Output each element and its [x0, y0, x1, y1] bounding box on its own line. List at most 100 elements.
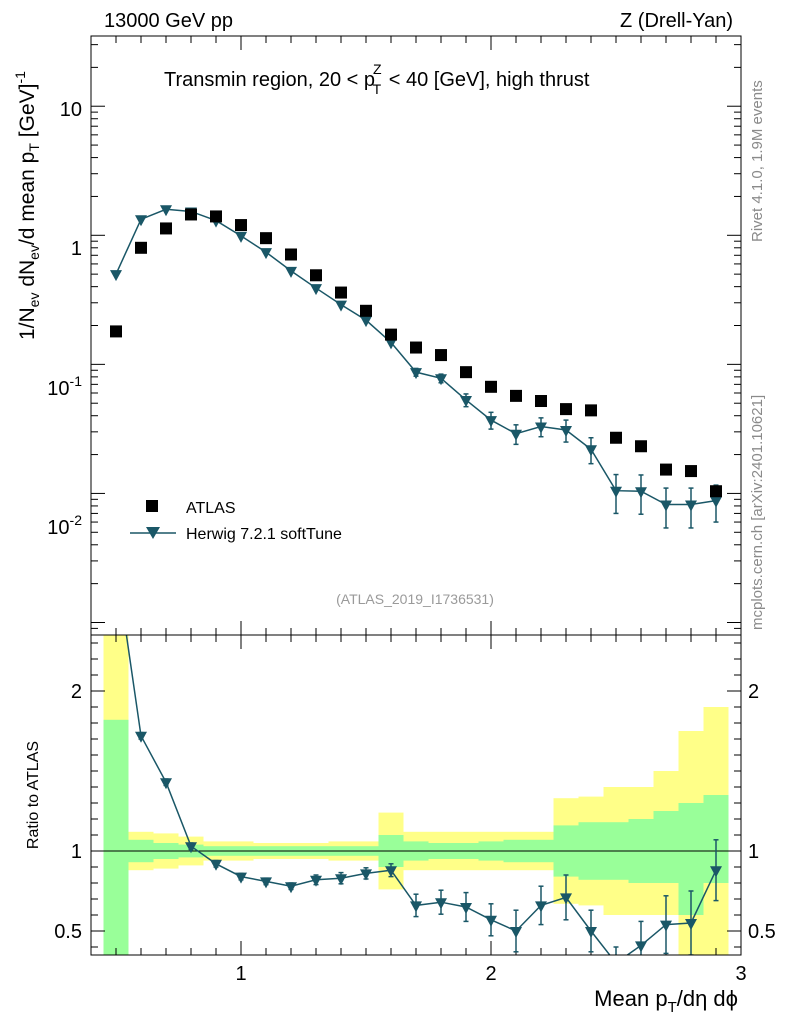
herwig-point	[460, 395, 472, 407]
ratio-herwig-point	[585, 927, 597, 938]
ratio-ytick-label-left: 1	[71, 841, 82, 863]
main-frame	[90, 35, 742, 636]
ratio-herwig-point	[610, 959, 622, 970]
herwig-point	[410, 368, 422, 380]
ratio-herwig-point	[135, 731, 147, 743]
ratio-herwig-point	[410, 901, 422, 913]
herwig-point	[110, 270, 122, 282]
herwig-point	[510, 429, 522, 441]
atlas-point	[360, 304, 372, 317]
ratio-herwig-point	[510, 927, 522, 938]
herwig-point	[310, 284, 322, 296]
ratio-ytick-label-left: 2	[71, 681, 82, 703]
atlas-point	[185, 208, 197, 221]
legend-herwig-label: Herwig 7.2.1 softTune	[186, 526, 342, 543]
ratio-herwig-point	[560, 893, 572, 905]
herwig-point	[710, 496, 722, 508]
atlas-point	[560, 403, 572, 416]
atlas-point	[410, 341, 422, 354]
herwig-point	[235, 231, 247, 243]
ytick-label-0.1: 10-1	[47, 373, 82, 400]
ratio-herwig-point	[710, 866, 722, 878]
atlas-point	[510, 389, 522, 402]
ratio-ytick-label-right: 0.5	[748, 921, 776, 943]
ratio-herwig-point	[685, 919, 697, 930]
ratio-herwig-point	[260, 877, 272, 889]
green-band	[103, 719, 129, 955]
ratio-y-axis-label: Ratio to ATLAS	[25, 741, 42, 849]
legend: ATLAS Herwig 7.2.1 softTune	[130, 500, 342, 543]
ratio-herwig-point	[635, 941, 647, 953]
atlas-point	[235, 219, 247, 232]
mcplots-label: mcplots.cern.ch [arXiv:2401.10621]	[749, 395, 766, 630]
atlas-point	[210, 210, 222, 223]
ratio-ticks	[91, 635, 741, 955]
ratio-herwig-point	[160, 778, 172, 790]
atlas-point	[635, 440, 647, 453]
atlas-point	[660, 463, 672, 476]
atlas-point	[610, 431, 622, 444]
atlas-point	[110, 325, 122, 338]
atlas-point	[485, 380, 497, 393]
ratio-herwig-point	[660, 920, 672, 932]
atlas-point	[685, 465, 697, 478]
main-ticks	[91, 36, 741, 636]
ratio-herwig-point	[235, 872, 247, 884]
herwig-point	[435, 374, 447, 386]
herwig-series	[110, 205, 722, 529]
header-process: Z (Drell-Yan)	[620, 10, 733, 32]
ratio-ytick-label-right: 1	[748, 841, 759, 863]
atlas-point	[585, 404, 597, 417]
ratio-ytick-label-left: 0.5	[54, 921, 82, 943]
herwig-point	[585, 445, 597, 457]
herwig-point	[660, 500, 672, 512]
legend-atlas-marker	[146, 500, 158, 512]
main-ytick-labels: 10 1 10-1 10-2	[47, 99, 82, 539]
atlas-point	[260, 232, 272, 245]
ratio-herwig-point	[335, 874, 347, 886]
ratio-herwig-series	[110, 559, 722, 970]
ratio-herwig-point	[360, 869, 372, 881]
ratio-herwig-point	[535, 901, 547, 913]
herwig-point	[285, 266, 297, 278]
ratio-herwig-point	[435, 898, 447, 910]
atlas-point	[310, 269, 322, 282]
ratio-herwig-point	[385, 866, 397, 878]
herwig-point	[335, 300, 347, 312]
atlas-series	[110, 208, 722, 498]
atlas-point	[160, 222, 172, 235]
ratio-herwig-point	[285, 882, 297, 894]
ratio-herwig-point	[110, 559, 122, 570]
herwig-point	[560, 426, 572, 438]
plot-title: Transmin region, 20 < pZ T < 40 [GeV], hi…	[164, 61, 590, 97]
x-tick-label: 1	[235, 963, 246, 985]
y-axis-label: 1/Nev dNev/d mean pT [GeV]-1	[12, 71, 42, 340]
ratio-herwig-point	[210, 859, 222, 871]
rivet-label: Rivet 4.1.0, 1.9M events	[749, 80, 766, 242]
herwig-point	[610, 486, 622, 498]
ratio-herwig-point	[485, 915, 497, 927]
x-axis-label: Mean pT/dη dϕ	[594, 986, 738, 1016]
herwig-point	[535, 422, 547, 434]
herwig-point	[635, 487, 647, 499]
atlas-point	[435, 349, 447, 362]
ratio-frame	[90, 634, 742, 956]
herwig-line	[115, 208, 717, 506]
ratio-ytick-label-right: 2	[748, 681, 759, 703]
herwig-point	[160, 205, 172, 217]
atlas-point	[460, 366, 472, 379]
ratio-ytick-labels: 0.5 0.5 1 1 2 2	[54, 681, 776, 943]
ytick-label-10: 10	[60, 99, 82, 121]
ratio-herwig-point	[310, 875, 322, 887]
x-tick-labels: 1 2 3	[235, 963, 746, 985]
analysis-id: (ATLAS_2019_I1736531)	[336, 591, 494, 607]
herwig-point	[685, 500, 697, 512]
legend-atlas-label: ATLAS	[186, 500, 236, 517]
ytick-label-0.01: 10-2	[47, 512, 82, 539]
legend-herwig-marker	[146, 527, 160, 539]
atlas-point	[535, 395, 547, 408]
atlas-point	[285, 248, 297, 261]
herwig-point	[360, 316, 372, 328]
herwig-point	[485, 416, 497, 428]
